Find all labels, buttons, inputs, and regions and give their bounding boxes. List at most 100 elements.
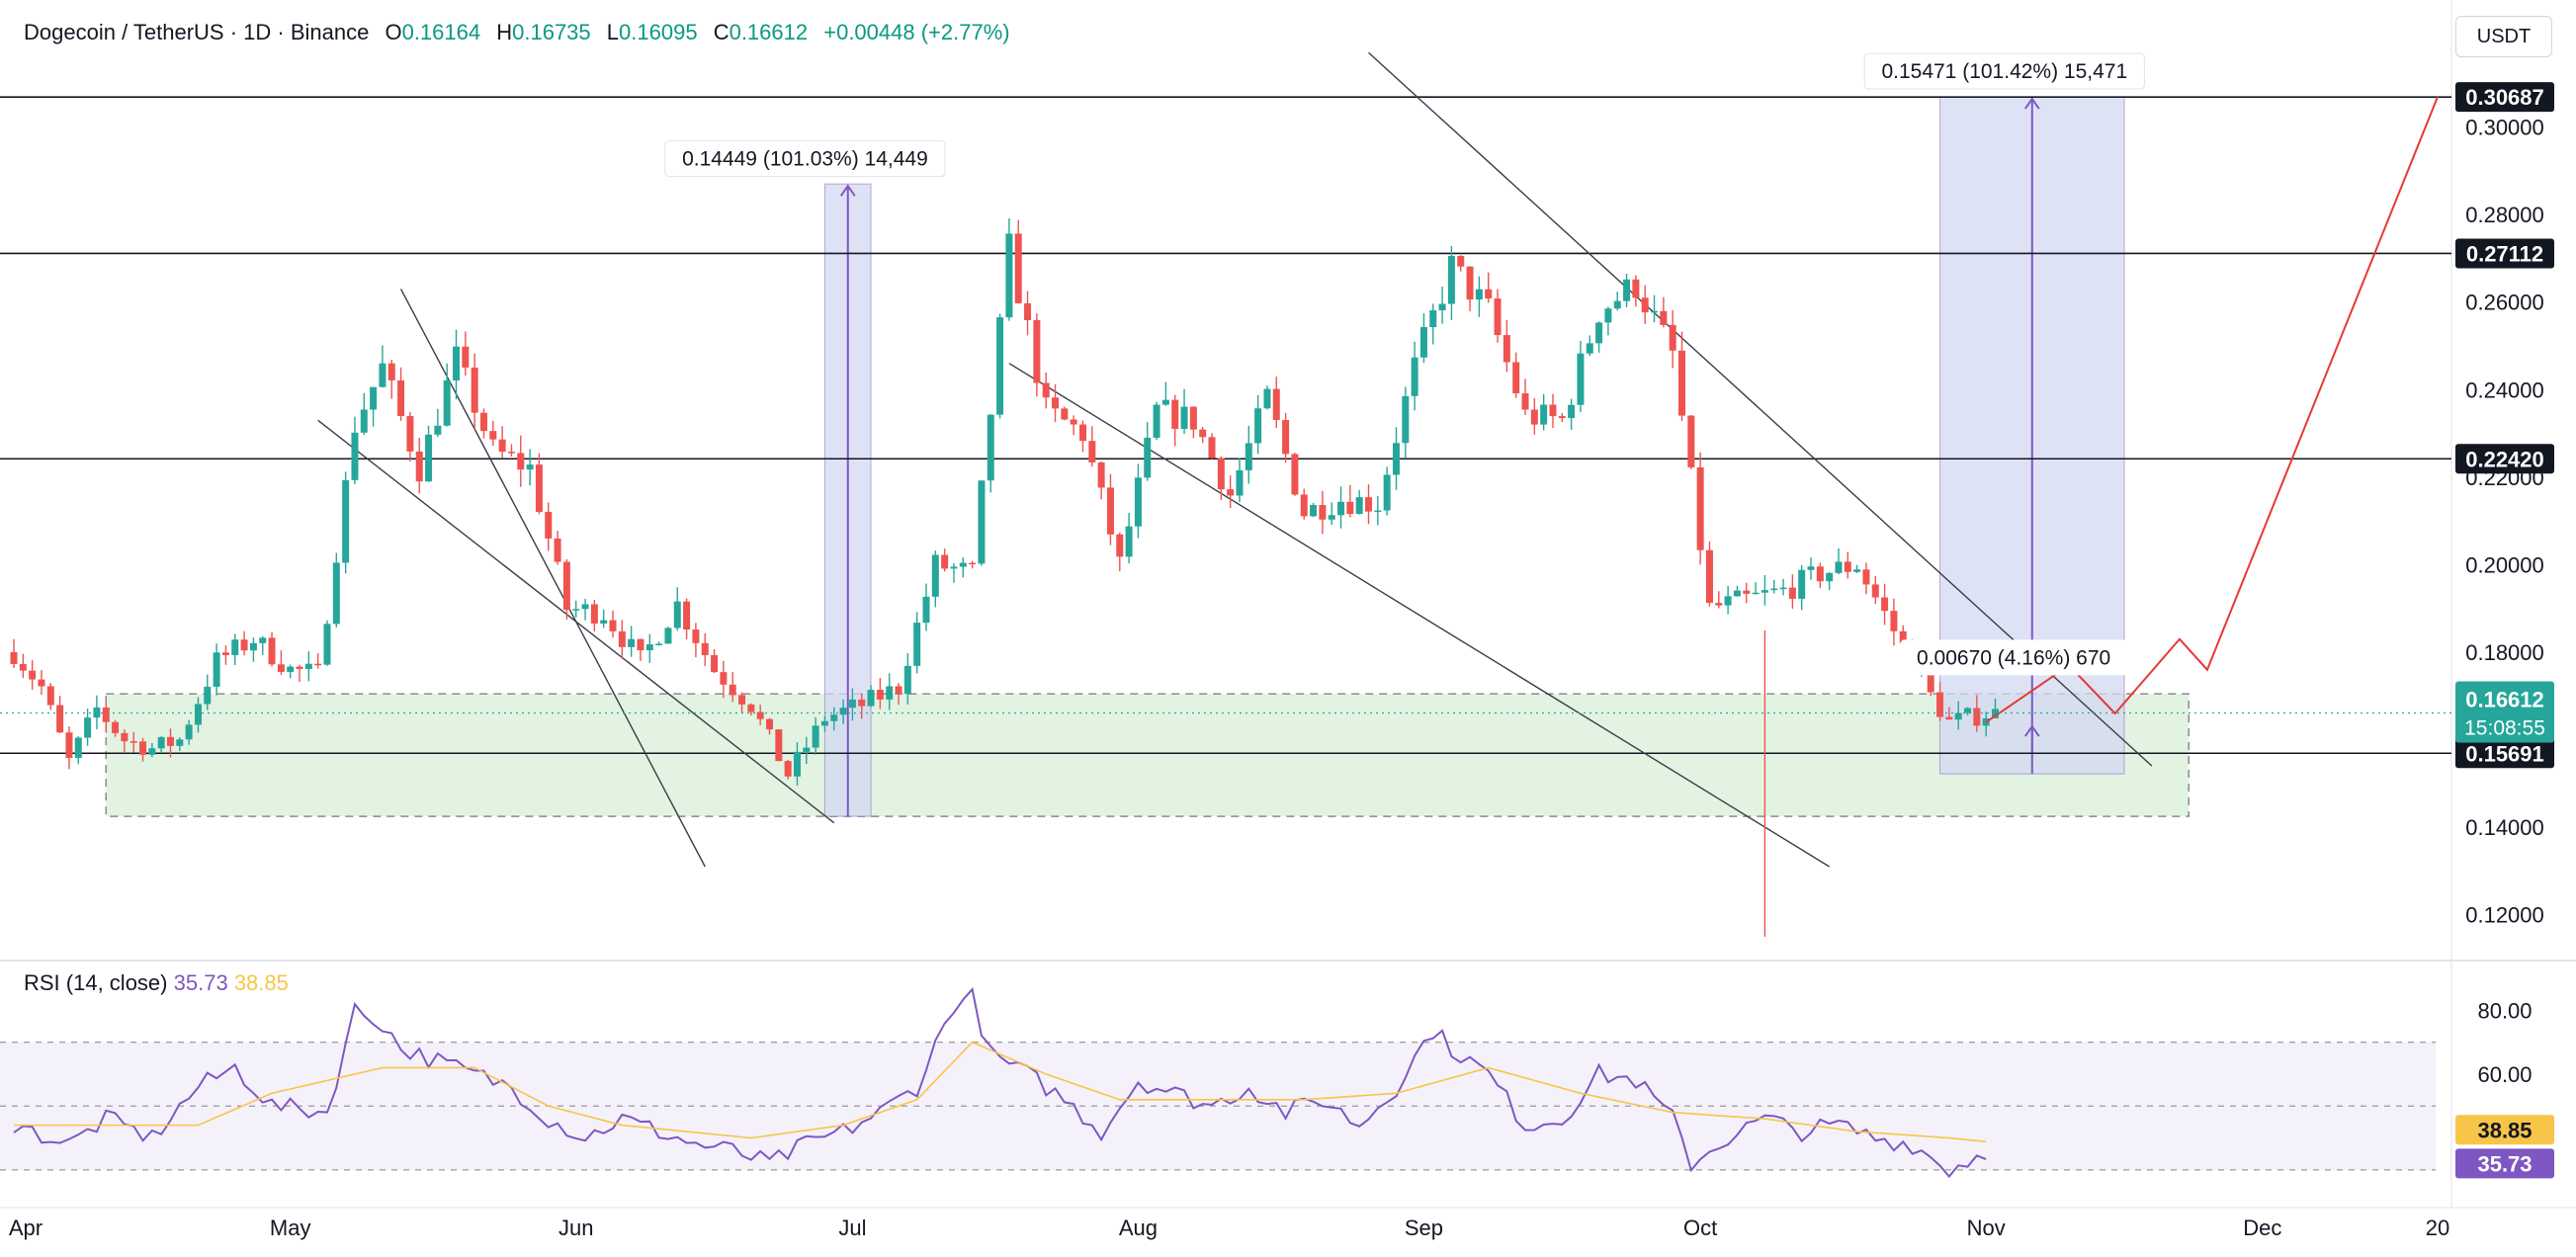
candle-body <box>443 379 451 426</box>
candle-body <box>1144 437 1152 478</box>
candle-body <box>848 699 856 709</box>
candle-body <box>360 409 368 433</box>
candle <box>231 633 239 666</box>
candle <box>507 444 515 458</box>
candle <box>1199 427 1207 444</box>
level-price-label: 0.30687 <box>2465 85 2544 110</box>
candle <box>268 631 276 667</box>
candle <box>387 359 395 399</box>
candle-body <box>498 439 506 453</box>
open-label: O <box>385 20 402 44</box>
candle-body <box>618 630 626 647</box>
candle <box>941 548 949 572</box>
candle <box>102 703 110 733</box>
candle <box>517 435 525 487</box>
candle <box>38 670 45 696</box>
candle <box>793 742 801 786</box>
candle <box>1180 388 1188 435</box>
candle <box>1070 415 1077 436</box>
candle-body <box>102 707 110 722</box>
candle <box>1411 341 1418 411</box>
candle <box>1733 585 1741 597</box>
candle-body <box>1236 469 1244 496</box>
measure-label: 0.14449 (101.03%) 14,449 <box>682 148 928 171</box>
measure-label-box <box>664 140 946 178</box>
candle-body <box>1991 709 1999 718</box>
candle-body <box>1752 592 1760 595</box>
candle-body <box>1586 343 1593 354</box>
candle-body <box>1485 289 1493 299</box>
candle <box>65 726 73 770</box>
candle <box>729 672 736 703</box>
candle-body <box>812 725 819 748</box>
candle <box>1024 291 1032 336</box>
support-zone <box>105 693 2190 817</box>
candle-body <box>701 642 709 655</box>
candle-body <box>185 724 193 740</box>
price-tick-label: 0.24000 <box>2465 377 2544 402</box>
candle <box>858 693 866 719</box>
rsi-value: 35.73 <box>173 970 228 995</box>
currency-button[interactable]: USDT <box>2455 16 2552 57</box>
candle <box>1310 502 1318 518</box>
symbol-title[interactable]: Dogecoin / TetherUS · 1D · Binance <box>24 20 370 44</box>
candle-body <box>766 718 774 730</box>
level-price-tag <box>2455 82 2554 113</box>
candle <box>1254 394 1262 455</box>
level-price-tag <box>2455 444 2554 474</box>
candle <box>1485 272 1493 303</box>
candle <box>46 683 54 711</box>
candle <box>628 626 636 657</box>
candle-body <box>517 453 525 470</box>
candle <box>609 610 617 638</box>
high-value: 0.16735 <box>512 20 591 44</box>
candle-body <box>1494 298 1502 336</box>
candle-body <box>931 554 939 597</box>
measure-label-box <box>1863 52 2145 90</box>
level-price-label: 0.15691 <box>2465 741 2544 766</box>
candle <box>1236 458 1244 503</box>
rsi-value-tag <box>2455 1148 2554 1179</box>
candle-body <box>1447 256 1455 304</box>
candle-body <box>249 642 257 651</box>
candle-body <box>600 620 608 624</box>
candle-body <box>213 652 220 687</box>
candle <box>1705 541 1713 607</box>
candle-body <box>1106 487 1114 535</box>
candle <box>1033 313 1041 397</box>
candle <box>1835 547 1843 575</box>
candle <box>987 414 994 493</box>
time-tick-label: May <box>270 1215 311 1240</box>
candle <box>1383 466 1391 516</box>
candle-body <box>1568 404 1576 419</box>
close-label: C <box>713 20 730 44</box>
candle-body <box>259 637 267 643</box>
candle-body <box>370 386 378 410</box>
candle-body <box>1651 310 1659 313</box>
candle <box>931 550 939 608</box>
candle-body <box>1411 357 1418 396</box>
rsi-title[interactable]: RSI (14, close) <box>24 970 168 995</box>
candle <box>1844 551 1851 579</box>
candle <box>1042 372 1050 409</box>
candle <box>711 649 719 673</box>
candle-body <box>545 511 553 539</box>
candle <box>1337 486 1345 529</box>
candle <box>1715 591 1723 609</box>
candle <box>1623 273 1631 307</box>
candle <box>683 598 691 639</box>
candle-body <box>1743 590 1751 594</box>
candle <box>1577 340 1585 413</box>
candle-body <box>1530 409 1538 425</box>
candle <box>397 367 405 422</box>
candle-body <box>784 761 792 777</box>
candle <box>148 742 156 758</box>
time-tick-label: Oct <box>1683 1215 1717 1240</box>
candle <box>434 408 442 438</box>
candle-body <box>1696 466 1704 550</box>
candle-body <box>1254 408 1262 444</box>
candle <box>1853 564 1861 573</box>
candle-body <box>1134 477 1142 527</box>
candle-body <box>1623 279 1631 301</box>
